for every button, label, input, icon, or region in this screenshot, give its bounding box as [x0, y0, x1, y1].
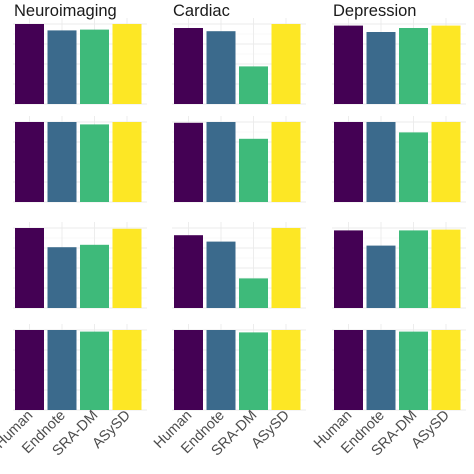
panel-r1-depression	[332, 18, 466, 105]
panel-r1-neuroimaging	[13, 18, 147, 105]
panel-r3-neuroimaging	[13, 222, 147, 309]
bar-asysd	[431, 330, 461, 410]
bar-asysd	[431, 122, 461, 202]
bar-endnote	[47, 30, 77, 104]
panel-r4-depression	[332, 324, 466, 411]
bar-endnote	[366, 122, 396, 202]
bar-human	[334, 25, 363, 105]
bar-sra-dm	[239, 332, 268, 410]
bar-endnote	[47, 330, 77, 410]
bar-asysd	[271, 228, 301, 308]
bar-human	[174, 330, 203, 410]
bar-asysd	[271, 330, 301, 410]
bar-asysd	[112, 228, 142, 308]
bar-sra-dm	[239, 138, 268, 202]
bar-asysd	[431, 229, 461, 308]
panel-r4-neuroimaging	[13, 324, 147, 411]
bar-human	[15, 330, 44, 410]
bar-sra-dm	[399, 28, 428, 104]
bar-endnote	[366, 330, 396, 410]
panel-r1-cardiac	[172, 18, 306, 105]
bar-sra-dm	[399, 230, 428, 308]
bar-endnote	[206, 241, 236, 308]
bar-human	[334, 230, 363, 308]
bar-endnote	[206, 330, 236, 410]
bar-asysd	[112, 122, 142, 202]
bar-sra-dm	[399, 132, 428, 202]
bar-sra-dm	[80, 244, 109, 308]
bar-endnote	[366, 32, 396, 104]
facet-title-neuroimaging: Neuroimaging	[14, 2, 117, 20]
bar-endnote	[47, 247, 77, 308]
bar-human	[174, 28, 203, 104]
facet-title-cardiac: Cardiac	[173, 2, 230, 20]
bar-human	[334, 122, 363, 202]
panel-r3-cardiac	[172, 222, 306, 309]
bar-human	[334, 330, 363, 410]
bar-human	[15, 122, 44, 202]
bar-asysd	[271, 122, 301, 202]
bar-sra-dm	[80, 29, 109, 105]
panel-r3-depression	[332, 222, 466, 309]
bar-sra-dm	[80, 331, 109, 410]
bar-human	[15, 24, 44, 104]
bar-sra-dm	[399, 331, 428, 410]
bar-human	[174, 235, 203, 308]
bar-endnote	[206, 31, 236, 105]
bar-human	[174, 122, 203, 202]
bar-endnote	[47, 122, 77, 202]
bar-endnote	[206, 122, 236, 202]
bar-human	[15, 228, 44, 308]
bar-asysd	[431, 25, 461, 105]
bar-endnote	[366, 245, 396, 308]
panel-r4-cardiac	[172, 324, 306, 411]
bar-sra-dm	[80, 124, 109, 202]
bar-asysd	[112, 24, 142, 104]
panel-r2-depression	[332, 116, 466, 203]
bar-sra-dm	[239, 278, 268, 308]
bar-sra-dm	[239, 66, 268, 104]
bar-asysd	[271, 24, 301, 104]
facet-title-depression: Depression	[333, 2, 416, 20]
bar-asysd	[112, 330, 142, 410]
panel-r2-cardiac	[172, 116, 306, 203]
panel-r2-neuroimaging	[13, 116, 147, 203]
